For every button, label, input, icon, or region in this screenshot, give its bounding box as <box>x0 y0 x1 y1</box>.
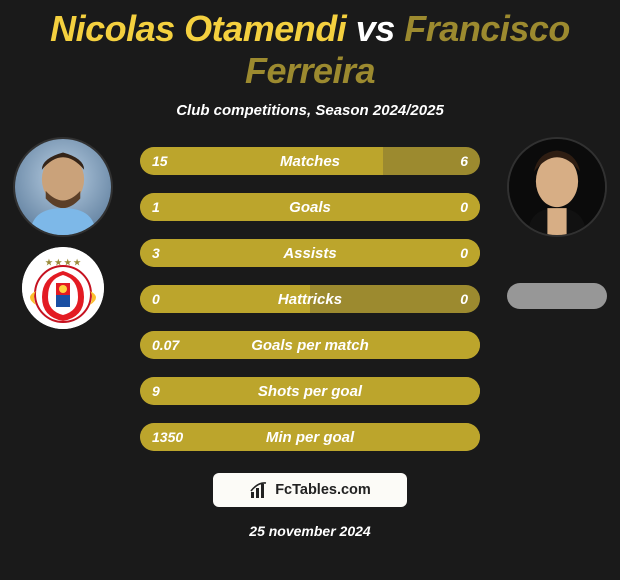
player1-avatar <box>13 137 113 237</box>
stats-list: 15Matches61Goals03Assists00Hattricks00.0… <box>140 147 480 451</box>
stat-label: Assists <box>140 239 480 267</box>
player2-club-badge <box>507 283 607 309</box>
attribution-text: FcTables.com <box>275 482 371 498</box>
player1-name: Nicolas Otamendi <box>50 8 346 49</box>
vs-text: vs <box>356 8 395 49</box>
stat-row: 1Goals0 <box>140 193 480 221</box>
player2-avatar <box>507 137 607 237</box>
stat-row: 1350Min per goal <box>140 423 480 451</box>
stat-row: 9Shots per goal <box>140 377 480 405</box>
stat-row: 15Matches6 <box>140 147 480 175</box>
player1-avatar-icon <box>15 139 111 235</box>
stat-value-right: 0 <box>460 239 468 267</box>
subtitle: Club competitions, Season 2024/2025 <box>0 102 620 119</box>
comparison-body: ★ ★ ★ ★ 15Matches61Goals03Ass <box>0 147 620 451</box>
stat-row: 0.07Goals per match <box>140 331 480 359</box>
comparison-title: Nicolas Otamendi vs Francisco Ferreira <box>0 0 620 92</box>
stat-label: Hattricks <box>140 285 480 313</box>
fctables-logo-icon <box>249 480 269 500</box>
date-text: 25 november 2024 <box>0 523 620 539</box>
stat-label: Goals <box>140 193 480 221</box>
player2-column <box>502 137 612 309</box>
stat-value-right: 0 <box>460 193 468 221</box>
stat-label: Shots per goal <box>140 377 480 405</box>
stat-row: 3Assists0 <box>140 239 480 267</box>
stat-value-right: 0 <box>460 285 468 313</box>
player1-column: ★ ★ ★ ★ <box>8 137 118 329</box>
stat-value-right: 6 <box>460 147 468 175</box>
attribution-badge[interactable]: FcTables.com <box>213 473 407 507</box>
player1-club-badge: ★ ★ ★ ★ <box>22 247 104 329</box>
stat-row: 0Hattricks0 <box>140 285 480 313</box>
player2-avatar-icon <box>509 139 605 235</box>
stat-label: Matches <box>140 147 480 175</box>
stat-label: Goals per match <box>140 331 480 359</box>
benfica-badge-icon: ★ ★ ★ ★ <box>22 247 104 329</box>
stat-label: Min per goal <box>140 423 480 451</box>
